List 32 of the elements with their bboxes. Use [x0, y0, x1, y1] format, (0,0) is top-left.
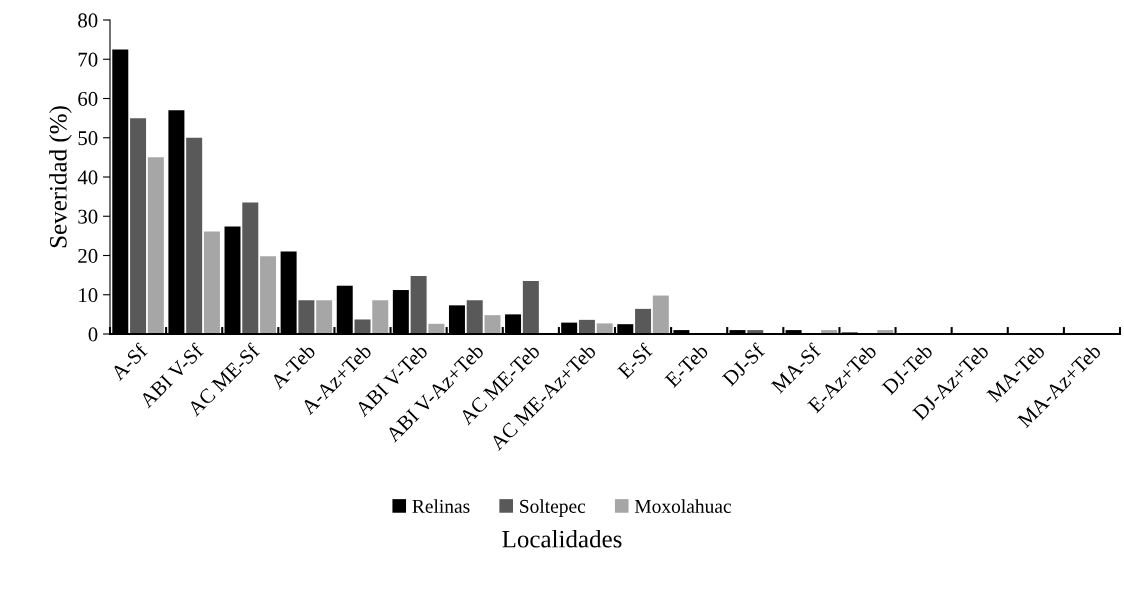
y-tick-label: 20 — [78, 248, 98, 263]
bar — [596, 323, 613, 334]
y-tick-label: 30 — [78, 209, 98, 224]
bar — [260, 256, 277, 334]
bar — [354, 319, 371, 334]
bar — [130, 118, 147, 334]
y-tick-label: 0 — [88, 327, 98, 342]
y-tick-label: 40 — [77, 170, 98, 185]
bar — [578, 319, 595, 334]
y-tick-label: 10 — [79, 288, 98, 303]
bar — [147, 157, 164, 334]
legend-label: Relinas — [412, 499, 470, 513]
y-tick-label: 60 — [78, 91, 98, 106]
bar — [484, 315, 501, 334]
bar — [372, 300, 389, 334]
bar — [203, 231, 220, 334]
bar — [410, 275, 427, 334]
bar — [466, 300, 483, 334]
bar — [186, 137, 203, 334]
x-axis-title: Localidades — [502, 530, 622, 548]
legend-label: Moxolahuac — [634, 499, 731, 513]
y-tick-label: 50 — [78, 131, 98, 146]
legend-label: Soltepec — [520, 499, 586, 517]
bar — [522, 281, 539, 334]
bar — [635, 308, 652, 334]
bar — [242, 202, 259, 334]
y-tick-label: 70 — [78, 52, 98, 67]
y-tick-label: 80 — [78, 13, 98, 28]
bar — [316, 300, 333, 334]
bar — [298, 300, 315, 334]
bar — [652, 295, 669, 334]
y-axis-title: Severidad (%) — [49, 106, 72, 248]
